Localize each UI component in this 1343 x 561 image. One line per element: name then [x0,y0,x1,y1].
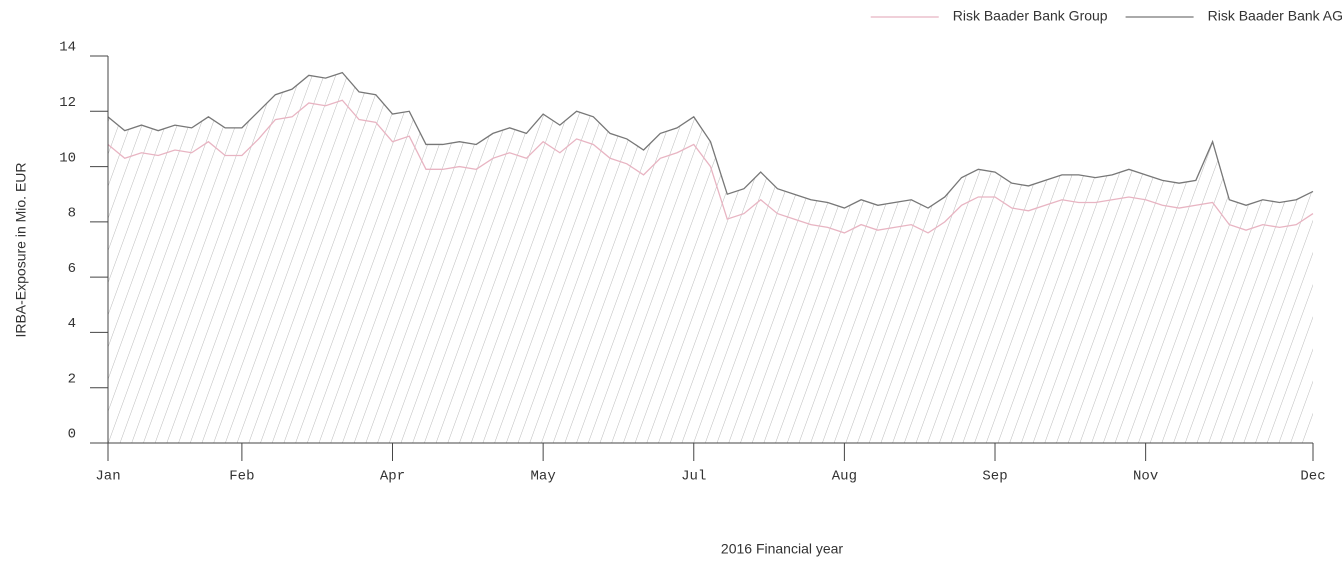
series-line [107,71,1314,209]
y-tick-label: 4 [68,316,76,332]
y-tick-label: 10 [59,150,76,166]
x-tick-label: Feb [229,469,254,485]
x-tick-label: Jan [95,469,120,485]
y-tick-label: 12 [59,95,76,111]
x-tick-label: Dec [1300,469,1325,485]
y-tick-label: 14 [59,40,76,56]
x-tick-label: Sep [982,469,1007,485]
y-tick-label: 0 [68,427,76,443]
x-tick-label: Nov [1133,469,1158,485]
x-tick-label: Aug [832,469,857,485]
x-axis-label: 2016 Financial year [721,541,844,557]
hatched-area [108,72,1313,443]
x-tick-label: Jul [681,469,706,485]
legend-label: Risk Baader Bank AG [1208,8,1343,24]
y-tick-label: 6 [68,261,76,277]
series-line [107,99,1314,234]
y-tick-label: 8 [68,206,76,222]
y-axis-label: IRBA-Exposure in Mio. EUR [13,162,29,337]
x-tick-label: May [531,469,556,485]
legend-label: Risk Baader Bank Group [953,8,1108,24]
y-tick-label: 2 [68,371,76,387]
x-tick-label: Apr [380,469,405,485]
